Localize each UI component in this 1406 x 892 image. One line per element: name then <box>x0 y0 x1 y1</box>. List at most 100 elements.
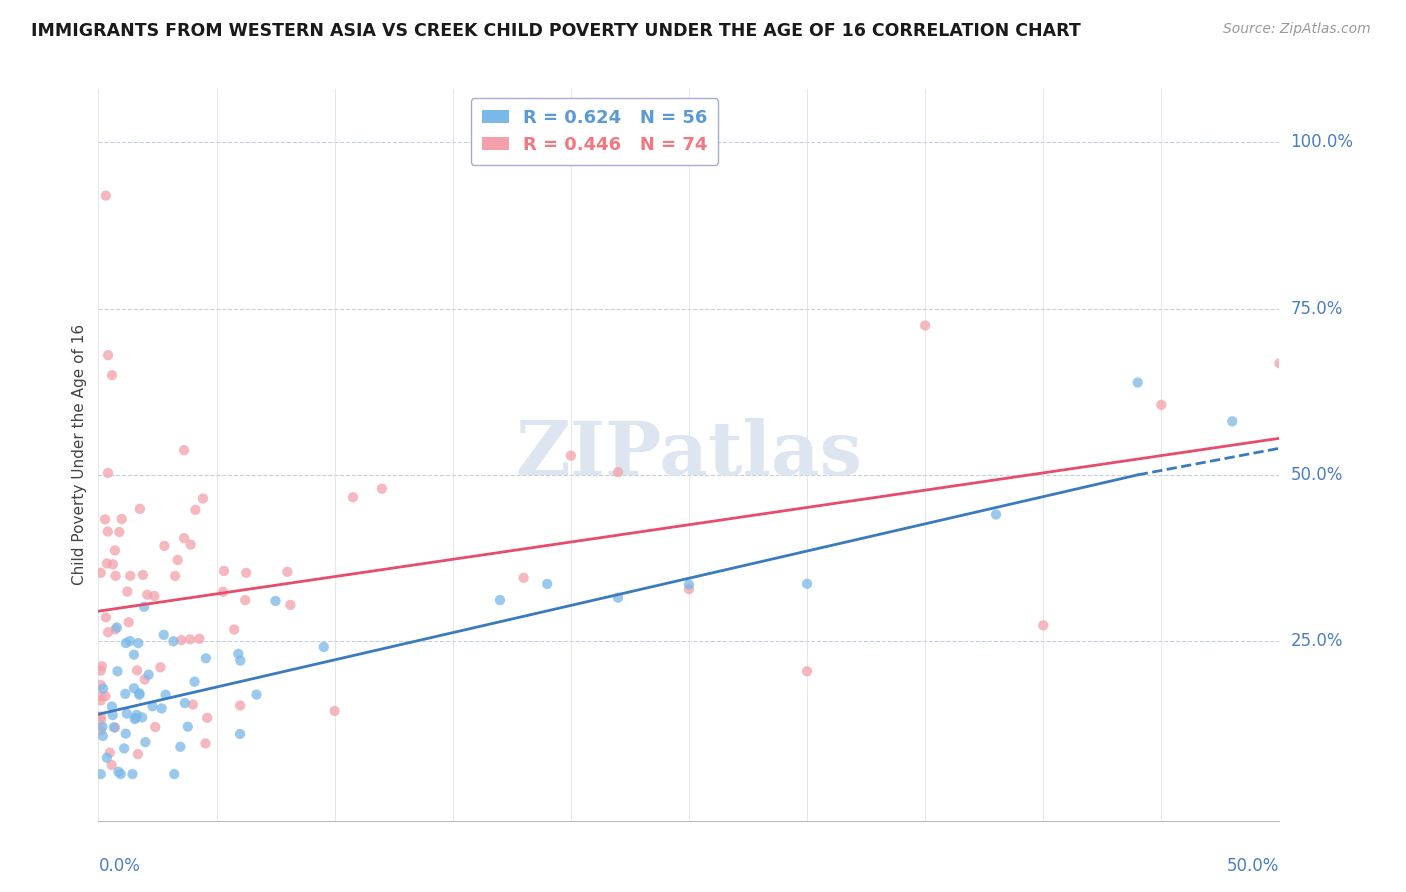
Point <box>235 566 257 580</box>
Point <box>166 553 188 567</box>
Point <box>90 690 112 704</box>
Point <box>312 640 335 654</box>
Point <box>128 686 150 700</box>
Point <box>94 512 117 526</box>
Point <box>104 569 127 583</box>
Point <box>115 636 138 650</box>
Point <box>98 746 121 760</box>
Point <box>276 565 298 579</box>
Point <box>112 741 135 756</box>
Point <box>152 628 174 642</box>
Point <box>177 720 200 734</box>
Point <box>233 593 256 607</box>
Text: ZIPatlas: ZIPatlas <box>516 418 862 491</box>
Point <box>149 660 172 674</box>
Point <box>245 688 267 702</box>
Point <box>342 490 364 504</box>
Point <box>97 625 120 640</box>
Point <box>110 767 132 781</box>
Point <box>560 449 582 463</box>
Point <box>107 764 129 779</box>
Point <box>323 704 346 718</box>
Point <box>114 687 136 701</box>
Point <box>90 723 112 738</box>
Point <box>108 524 131 539</box>
Point <box>101 558 124 572</box>
Point <box>97 466 120 480</box>
Point <box>131 710 153 724</box>
Point <box>104 623 127 637</box>
Point <box>111 512 134 526</box>
Point <box>607 465 630 479</box>
Point <box>1268 356 1291 370</box>
Point <box>512 571 534 585</box>
Point <box>128 688 150 702</box>
Point <box>90 709 112 723</box>
Point <box>91 729 114 743</box>
Point <box>103 720 125 734</box>
Point <box>173 696 195 710</box>
Point <box>169 739 191 754</box>
Point <box>229 727 252 741</box>
Point <box>115 706 138 721</box>
Point <box>162 634 184 648</box>
Point <box>165 569 187 583</box>
Point <box>138 667 160 681</box>
Point <box>117 584 139 599</box>
Point <box>194 651 217 665</box>
Point <box>179 632 201 647</box>
Point <box>1032 618 1054 632</box>
Point <box>188 632 211 646</box>
Point <box>90 693 112 707</box>
Point <box>105 620 128 634</box>
Point <box>132 599 155 614</box>
Point <box>127 636 149 650</box>
Point <box>153 539 176 553</box>
Point <box>90 566 112 580</box>
Point <box>155 688 177 702</box>
Point <box>489 593 512 607</box>
Point <box>796 576 818 591</box>
Point <box>796 665 818 679</box>
Point <box>184 503 207 517</box>
Point <box>97 524 120 539</box>
Point <box>1126 376 1149 390</box>
Point <box>229 654 252 668</box>
Point <box>180 538 202 552</box>
Point <box>94 689 117 703</box>
Point <box>142 699 165 714</box>
Point <box>91 720 114 734</box>
Point <box>1220 414 1243 428</box>
Point <box>100 758 122 772</box>
Point <box>678 582 700 596</box>
Point <box>122 648 145 662</box>
Point <box>984 508 1007 522</box>
Point <box>107 665 129 679</box>
Point <box>170 633 193 648</box>
Point <box>371 482 394 496</box>
Y-axis label: Child Poverty Under the Age of 16: Child Poverty Under the Age of 16 <box>72 325 87 585</box>
Point <box>150 701 173 715</box>
Point <box>91 681 114 696</box>
Point <box>101 699 124 714</box>
Point <box>280 598 302 612</box>
Point <box>212 584 235 599</box>
Point <box>124 712 146 726</box>
Point <box>104 721 127 735</box>
Point <box>136 588 159 602</box>
Point <box>90 767 112 781</box>
Point <box>90 713 112 727</box>
Point <box>1150 398 1173 412</box>
Point <box>128 501 150 516</box>
Text: 100.0%: 100.0% <box>1291 134 1354 152</box>
Point <box>124 711 146 725</box>
Point <box>114 726 136 740</box>
Point <box>101 708 124 723</box>
Point <box>173 443 195 458</box>
Point <box>122 681 145 696</box>
Point <box>181 698 204 712</box>
Point <box>96 557 118 571</box>
Text: IMMIGRANTS FROM WESTERN ASIA VS CREEK CHILD POVERTY UNDER THE AGE OF 16 CORRELAT: IMMIGRANTS FROM WESTERN ASIA VS CREEK CH… <box>31 22 1081 40</box>
Point <box>195 711 218 725</box>
Text: 75.0%: 75.0% <box>1291 300 1343 318</box>
